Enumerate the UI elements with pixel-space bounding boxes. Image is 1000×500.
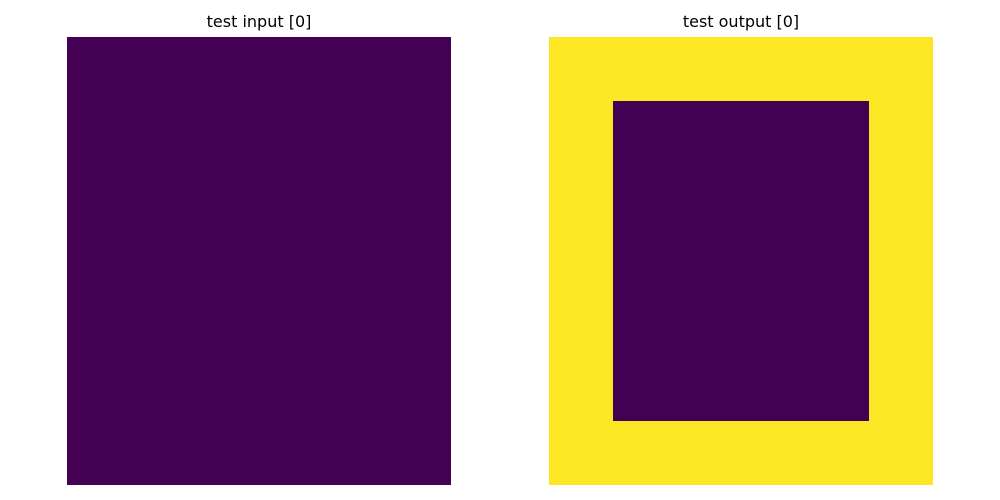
grid-cell bbox=[387, 37, 451, 101]
grid-cell bbox=[549, 293, 613, 357]
grid bbox=[67, 37, 451, 485]
grid-cell bbox=[387, 357, 451, 421]
grid-cell bbox=[131, 293, 195, 357]
grid-cell bbox=[869, 165, 933, 229]
grid-cell bbox=[67, 37, 131, 101]
grid-cell bbox=[805, 293, 869, 357]
grid bbox=[549, 37, 933, 485]
grid-cell bbox=[549, 101, 613, 165]
grid-cell bbox=[195, 101, 259, 165]
grid-cell bbox=[613, 37, 677, 101]
grid-cell bbox=[869, 357, 933, 421]
grid-cell bbox=[805, 357, 869, 421]
grid-cell bbox=[195, 37, 259, 101]
grid-cell bbox=[387, 293, 451, 357]
grid-cell bbox=[131, 101, 195, 165]
grid-cell bbox=[741, 37, 805, 101]
grid-cell bbox=[613, 101, 677, 165]
grid-cell bbox=[67, 293, 131, 357]
grid-cell bbox=[259, 37, 323, 101]
panel-title: test output [0] bbox=[682, 12, 800, 31]
grid-cell bbox=[677, 165, 741, 229]
grid-cell bbox=[67, 101, 131, 165]
grid-cell bbox=[387, 421, 451, 485]
grid-cell bbox=[131, 421, 195, 485]
grid-cell bbox=[549, 421, 613, 485]
grid-cell bbox=[67, 165, 131, 229]
grid-cell bbox=[67, 421, 131, 485]
grid-cell bbox=[259, 421, 323, 485]
grid-cell bbox=[195, 293, 259, 357]
grid-cell bbox=[741, 101, 805, 165]
grid-cell bbox=[131, 37, 195, 101]
grid-cell bbox=[805, 229, 869, 293]
grid-cell bbox=[387, 229, 451, 293]
grid-cell bbox=[869, 293, 933, 357]
grid-cell bbox=[323, 421, 387, 485]
grid-cell bbox=[549, 229, 613, 293]
grid-cell bbox=[677, 293, 741, 357]
grid-cell bbox=[741, 293, 805, 357]
grid-cell bbox=[549, 37, 613, 101]
grid-cell bbox=[741, 357, 805, 421]
grid-cell bbox=[259, 101, 323, 165]
grid-cell bbox=[677, 357, 741, 421]
grid-cell bbox=[741, 229, 805, 293]
grid-cell bbox=[805, 421, 869, 485]
grid-cell bbox=[613, 165, 677, 229]
grid-cell bbox=[613, 357, 677, 421]
grid-cell bbox=[805, 165, 869, 229]
grid-cell bbox=[677, 37, 741, 101]
grid-cell bbox=[741, 421, 805, 485]
grid-cell bbox=[387, 165, 451, 229]
grid-cell bbox=[805, 37, 869, 101]
grid-cell bbox=[805, 101, 869, 165]
grid-cell bbox=[195, 229, 259, 293]
grid-cell bbox=[323, 229, 387, 293]
grid-cell bbox=[323, 37, 387, 101]
grid-cell bbox=[323, 357, 387, 421]
grid-cell bbox=[259, 357, 323, 421]
grid-cell bbox=[323, 293, 387, 357]
grid-cell bbox=[613, 229, 677, 293]
grid-cell bbox=[195, 421, 259, 485]
grid-cell bbox=[869, 229, 933, 293]
grid-cell bbox=[67, 357, 131, 421]
grid-cell bbox=[549, 165, 613, 229]
grid-cell bbox=[613, 293, 677, 357]
grid-cell bbox=[131, 165, 195, 229]
grid-cell bbox=[549, 357, 613, 421]
grid-cell bbox=[677, 421, 741, 485]
grid-cell bbox=[741, 165, 805, 229]
grid-cell bbox=[677, 101, 741, 165]
grid-cell bbox=[869, 101, 933, 165]
grid-cell bbox=[195, 165, 259, 229]
grid-cell bbox=[259, 165, 323, 229]
panel-title: test input [0] bbox=[206, 12, 312, 31]
grid-cell bbox=[869, 37, 933, 101]
grid-cell bbox=[387, 101, 451, 165]
grid-cell bbox=[323, 101, 387, 165]
grid-cell bbox=[869, 421, 933, 485]
grid-cell bbox=[259, 293, 323, 357]
grid-cell bbox=[677, 229, 741, 293]
grid-cell bbox=[323, 165, 387, 229]
grid-cell bbox=[259, 229, 323, 293]
grid-cell bbox=[131, 229, 195, 293]
grid-cell bbox=[131, 357, 195, 421]
grid-cell bbox=[613, 421, 677, 485]
grid-cell bbox=[195, 357, 259, 421]
grid-cell bbox=[67, 229, 131, 293]
